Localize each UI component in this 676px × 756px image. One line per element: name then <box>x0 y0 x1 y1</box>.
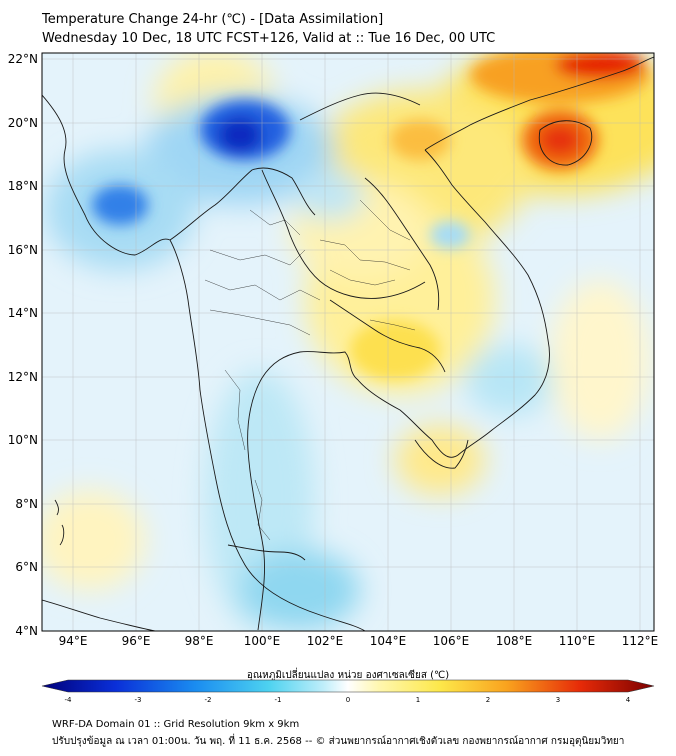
province-line-4 <box>249 209 301 236</box>
lon-label-110: 110°E <box>559 634 596 648</box>
lon-label-108: 108°E <box>496 634 533 648</box>
lon-label-112: 112°E <box>622 634 659 648</box>
map-subtitle: Wednesday 10 Dec, 18 UTC FCST+126, Valid… <box>42 31 496 46</box>
colorbar-tick-m1: -1 <box>275 696 282 704</box>
lon-label-104: 104°E <box>370 634 407 648</box>
lon-label-102: 102°E <box>307 634 344 648</box>
province-line-8 <box>224 369 246 451</box>
colorbar-tick-2: 2 <box>486 696 490 704</box>
colorbar-tick-4: 4 <box>626 696 631 704</box>
border-thailand-laos <box>261 169 426 299</box>
lat-label-4: 4°N <box>15 624 38 638</box>
lat-label-14: 14°N <box>8 306 38 320</box>
temperature-field <box>42 53 654 631</box>
vietnam-coast <box>424 56 654 151</box>
border-cambodia <box>329 299 446 373</box>
province-line-6 <box>329 269 396 286</box>
border-laos-vietnam <box>364 177 440 311</box>
border-south-china <box>299 92 421 121</box>
lat-label-16: 16°N <box>8 243 38 257</box>
colorbar-label: อุณหภูมิเปลี่ยนแปลง หน่วย องศาเซลเซียส (… <box>247 667 449 681</box>
province-line-10 <box>369 319 416 331</box>
lon-label-106: 106°E <box>433 634 470 648</box>
border-malaysia <box>227 544 306 561</box>
map-title: Temperature Change 24-hr (℃) - [Data Ass… <box>42 12 384 27</box>
province-borders <box>204 199 416 541</box>
coastlines-borders <box>42 56 654 631</box>
model-info: WRF-DA Domain 01 :: Grid Resolution 9km … <box>52 719 300 730</box>
lat-label-12: 12°N <box>8 370 38 384</box>
colorbar-tick-m3: -3 <box>135 696 142 704</box>
colorbar <box>41 679 655 693</box>
lat-label-22: 22°N <box>8 52 38 66</box>
province-line-5 <box>319 239 411 271</box>
andaman-islands <box>54 499 65 546</box>
colorbar-tick-m4: -4 <box>65 696 73 704</box>
lat-label-10: 10°N <box>8 433 38 447</box>
province-line-2 <box>204 279 321 301</box>
mainland-coast-west <box>42 94 366 631</box>
colorbar-tick-0: 0 <box>346 696 350 704</box>
border-myanmar-thailand <box>169 167 316 241</box>
lat-label-20: 20°N <box>8 116 38 130</box>
sumatra-coast <box>42 599 156 631</box>
lat-label-6: 6°N <box>15 560 38 574</box>
colorbar-tick-m2: -2 <box>205 696 212 704</box>
lat-label-8: 8°N <box>15 497 38 511</box>
hainan <box>538 120 593 166</box>
lon-label-94: 94°E <box>59 634 88 648</box>
colorbar-tick-3: 3 <box>556 696 560 704</box>
lon-label-100: 100°E <box>244 634 281 648</box>
mekong-delta <box>414 439 469 469</box>
province-line-1 <box>209 249 306 266</box>
province-line-3 <box>209 309 311 336</box>
gulf-coast <box>247 149 550 631</box>
map-frame <box>41 52 655 632</box>
province-line-9 <box>254 479 271 541</box>
lat-label-18: 18°N <box>8 179 38 193</box>
credit-line: ปรับปรุงข้อมูล ณ เวลา 01:00น. วัน พฤ. ที… <box>52 736 625 747</box>
colorbar-tick-1: 1 <box>416 696 420 704</box>
lon-label-96: 96°E <box>122 634 151 648</box>
lon-label-98: 98°E <box>185 634 214 648</box>
province-line-7 <box>359 199 411 241</box>
gridlines <box>42 53 654 631</box>
